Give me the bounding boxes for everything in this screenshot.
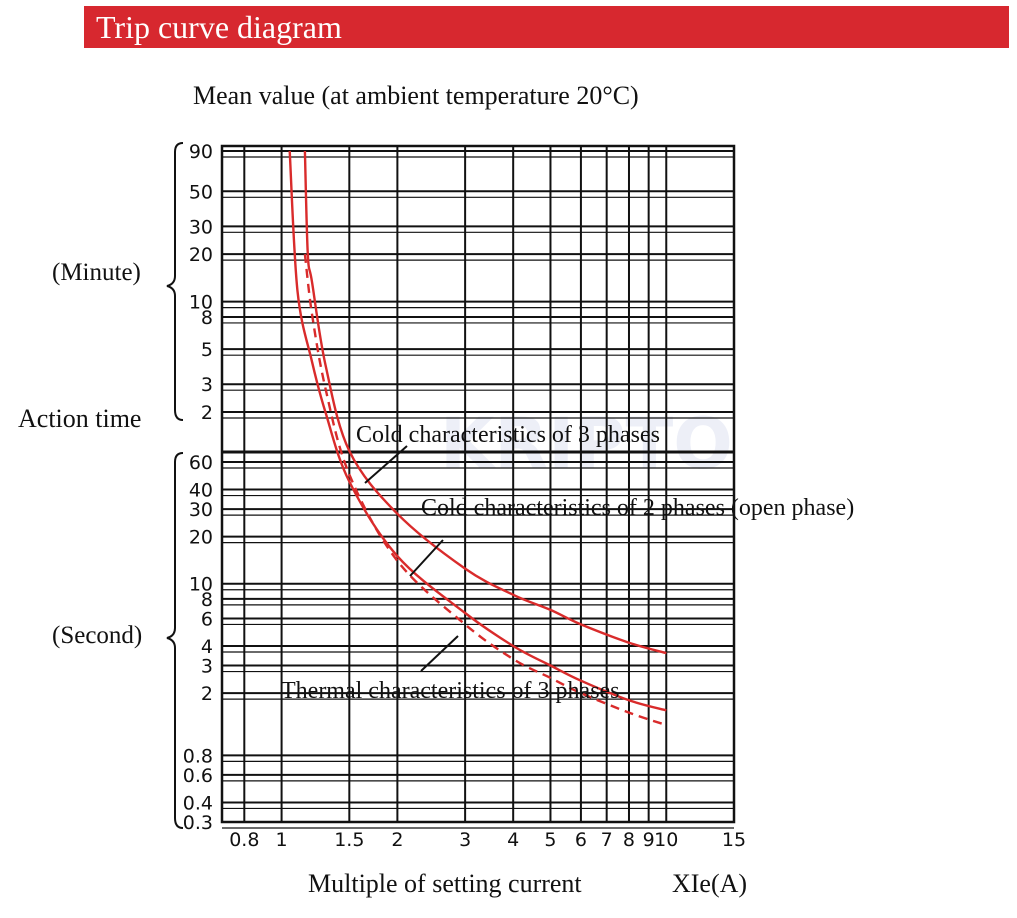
y-axis-label: Action time [18, 404, 141, 433]
y-tick-label-minute: 8 [201, 307, 213, 329]
x-tick-label: 4 [507, 829, 519, 851]
y-tick-label-second: 40 [189, 480, 213, 502]
x-axis-unit: XIe(A) [672, 869, 747, 898]
x-tick-label: 15 [722, 829, 746, 851]
y-tick-label-second: 0.3 [183, 812, 213, 834]
annotation-cold-3-phases: Cold characteristics of 3 phases [356, 422, 660, 448]
watermark: KRIPTO [440, 403, 733, 485]
title-banner: Trip curve diagram [84, 6, 1009, 48]
y-tick-label-minute: 3 [201, 374, 213, 396]
annotation-leader-1 [364, 445, 408, 484]
y-tick-label-second: 0.8 [183, 745, 213, 767]
annotation-thermal-3-phases: Thermal characteristics of 3 phases [281, 678, 620, 704]
x-tick-label: 10 [654, 829, 678, 851]
y-tick-label-second: 6 [201, 608, 213, 630]
x-tick-label: 3 [459, 829, 471, 851]
x-tick-label: 2 [391, 829, 403, 851]
y-tick-label-second: 4 [201, 636, 213, 658]
x-tick-labels: 0.8 1 1.5 2 3 4 5 6 7 8 9 10 15 [229, 829, 746, 851]
page-title: Trip curve diagram [96, 9, 342, 45]
y-tick-label-second: 0.6 [183, 765, 213, 787]
curve-series-1 [303, 150, 667, 655]
y-tick-label-minute: 30 [189, 216, 213, 238]
x-tick-label: 5 [544, 829, 556, 851]
chart-title: Mean value (at ambient temperature 20°C) [193, 81, 639, 110]
y-tick-label-minute: 90 [189, 141, 213, 163]
y-tick-label-second: 60 [189, 452, 213, 474]
minute-unit-label: (Minute) [52, 259, 141, 286]
y-tick-label-minute: 50 [189, 181, 213, 203]
chart-frame [220, 144, 736, 824]
annotation-cold-2-phases: Cold characteristics of 2 phases (open p… [421, 495, 854, 521]
annotation-leader-2 [409, 539, 444, 577]
watermark-text: KRIPTO [440, 403, 733, 485]
chart-grid [222, 146, 734, 829]
y-tick-label-minute: 5 [201, 339, 213, 361]
y-tick-label-second: 0.4 [183, 792, 213, 814]
y-tick-label-second: 20 [189, 527, 213, 549]
annotation-leader-3 [420, 635, 459, 672]
curve-series-2 [288, 150, 667, 712]
second-brace [166, 452, 184, 829]
x-tick-label: 8 [623, 829, 635, 851]
x-tick-label: 0.8 [229, 829, 259, 851]
x-tick-label: 1.5 [334, 829, 364, 851]
second-unit-label: (Second) [52, 622, 142, 649]
y-tick-label-minute: 20 [189, 244, 213, 266]
y-tick-label-second: 8 [201, 589, 213, 611]
x-tick-label: 1 [276, 829, 288, 851]
y-tick-labels: 905030201085326040302010864320.80.60.40.… [183, 141, 213, 834]
minute-brace [166, 142, 184, 421]
y-tick-label-second: 10 [189, 574, 213, 596]
curve-series-3 [303, 253, 667, 727]
y-tick-label-second: 2 [201, 683, 213, 705]
y-tick-label-minute: 2 [201, 402, 213, 424]
plot-frame [220, 144, 736, 824]
x-tick-label: 6 [575, 829, 587, 851]
x-tick-label: 7 [601, 829, 613, 851]
y-tick-label-second: 30 [189, 499, 213, 521]
chart-curves [288, 150, 667, 727]
annotation-leaders [364, 445, 459, 672]
y-tick-label-second: 3 [201, 656, 213, 678]
x-tick-label: 9 [643, 829, 655, 851]
x-axis-label: Multiple of setting current [308, 869, 582, 898]
y-tick-label-minute: 10 [189, 292, 213, 314]
